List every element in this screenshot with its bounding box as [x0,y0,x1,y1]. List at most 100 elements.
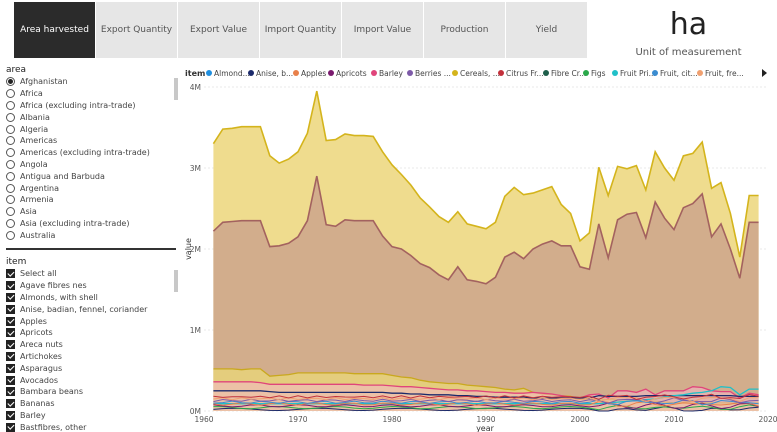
option-label: Anise, badian, fennel, coriander [20,304,148,314]
item-option[interactable]: Bambara beans [6,386,178,398]
area-scrollbar[interactable] [174,78,178,100]
legend-item[interactable]: Fruit, cit... [660,69,698,78]
area-option[interactable]: Albania [6,111,178,123]
area-option[interactable]: Africa (excluding intra-trade) [6,100,178,112]
checkbox-icon[interactable] [6,422,15,432]
checkbox-icon[interactable] [6,316,15,326]
item-option[interactable]: Artichokes [6,351,178,363]
series-line[interactable] [212,175,759,285]
item-scrollbar[interactable] [174,270,178,292]
tab-yield[interactable]: Yield [506,2,587,58]
item-option[interactable]: Bastfibres, other [6,421,178,432]
area-option[interactable]: Asia [6,206,178,218]
option-label: Americas [20,136,58,146]
radio-icon[interactable] [6,100,15,110]
radio-icon[interactable] [6,77,15,87]
x-tick-label: 1960 [194,415,213,424]
option-label: Argentina [20,183,60,193]
tab-import-value[interactable]: Import Value [342,2,423,58]
area-option[interactable]: Angola [6,159,178,171]
legend-item[interactable]: Apricots [336,69,367,78]
checkbox-icon[interactable] [6,399,15,409]
area-option[interactable]: Argentina [6,182,178,194]
option-label: Africa [20,89,43,99]
item-slicer-title: item [6,257,27,267]
item-option[interactable]: Agave fibres nes [6,280,178,292]
area-option[interactable]: Americas [6,135,178,147]
legend-item[interactable]: Almond... [214,69,250,78]
legend-item[interactable]: Apples [301,69,326,78]
item-option[interactable]: Avocados [6,374,178,386]
tab-export-quantity[interactable]: Export Quantity [96,2,177,58]
area-option[interactable]: Asia (excluding intra-trade) [6,218,178,230]
legend-item[interactable]: Berries ... [415,69,451,78]
radio-icon[interactable] [6,148,15,158]
item-option[interactable]: Apricots [6,327,178,339]
radio-icon[interactable] [6,195,15,205]
item-option[interactable]: Asparagus [6,362,178,374]
checkbox-icon[interactable] [6,304,15,314]
legend-item[interactable]: Figs [591,69,606,78]
radio-icon[interactable] [6,207,15,217]
tab-area-harvested[interactable]: Area harvested [14,2,95,58]
legend-marker [543,70,549,76]
legend-marker [407,70,413,76]
radio-icon[interactable] [6,218,15,228]
legend-item[interactable]: Fibre Cr... [551,69,586,78]
item-option[interactable]: Select all [6,268,178,280]
tab-import-quantity[interactable]: Import Quantity [260,2,341,58]
radio-icon[interactable] [6,112,15,122]
area-option[interactable]: Australia [6,229,178,241]
checkbox-icon[interactable] [6,375,15,385]
legend-item[interactable]: Cereals, ... [460,69,500,78]
radio-icon[interactable] [6,230,15,240]
radio-icon[interactable] [6,136,15,146]
item-option[interactable]: Areca nuts [6,339,178,351]
series-line[interactable] [213,381,759,399]
x-tick-label: 1990 [476,415,495,424]
item-option[interactable]: Almonds, with shell [6,292,178,304]
legend-item[interactable]: Barley [379,69,404,78]
radio-icon[interactable] [6,89,15,99]
area-option[interactable]: Africa [6,88,178,100]
checkbox-icon[interactable] [6,351,15,361]
area-slicer: area Afghanistan Africa Africa (excluding … [6,64,178,244]
legend-item[interactable]: Fruit Pri... [620,69,656,78]
checkbox-icon[interactable] [6,328,15,338]
legend-item[interactable]: Anise, b... [256,69,293,78]
area-option[interactable]: Afghanistan [6,76,178,88]
tab-export-value[interactable]: Export Value [178,2,259,58]
legend-item[interactable]: Citrus Fr... [506,69,544,78]
area-option[interactable]: Armenia [6,194,178,206]
tab-production[interactable]: Production [424,2,505,58]
radio-icon[interactable] [6,124,15,134]
area-option[interactable]: Antigua and Barbuda [6,170,178,182]
item-option[interactable]: Barley [6,410,178,422]
checkbox-icon[interactable] [6,292,15,302]
item-option[interactable]: Bananas [6,398,178,410]
legend-item[interactable]: Fruit, fre... [705,69,744,78]
x-tick-label: 2020 [758,415,777,424]
radio-icon[interactable] [6,159,15,169]
item-option[interactable]: Anise, badian, fennel, coriander [6,303,178,315]
checkbox-icon[interactable] [6,269,15,279]
radio-icon[interactable] [6,183,15,193]
option-label: Apples [20,316,47,326]
minor-series-line [213,393,759,401]
radio-icon[interactable] [6,171,15,181]
checkbox-icon[interactable] [6,410,15,420]
checkbox-icon[interactable] [6,363,15,373]
legend-next-icon[interactable] [762,69,767,77]
item-option[interactable]: Apples [6,315,178,327]
checkbox-icon[interactable] [6,340,15,350]
checkbox-icon[interactable] [6,281,15,291]
option-label: Barley [20,410,46,420]
area-option[interactable]: Americas (excluding intra-trade) [6,147,178,159]
area-option[interactable]: Algeria [6,123,178,135]
y-tick-label: 3M [190,164,201,173]
checkbox-icon[interactable] [6,387,15,397]
option-label: Almonds, with shell [20,292,98,302]
legend-marker [583,70,589,76]
y-tick-label: 2M [190,245,201,254]
series-line[interactable] [212,90,759,258]
